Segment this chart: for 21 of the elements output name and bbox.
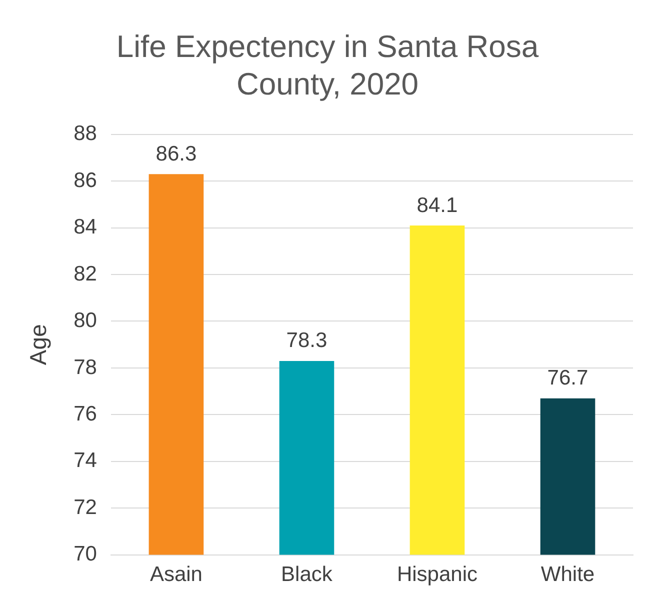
x-tick-label: White xyxy=(540,563,595,586)
y-tick-label: 76 xyxy=(74,402,97,426)
y-tick-label: 80 xyxy=(74,309,97,332)
y-tick-label: 72 xyxy=(74,496,97,519)
data-label: 78.3 xyxy=(286,329,328,352)
data-label: 76.7 xyxy=(547,366,588,390)
data-label: 84.1 xyxy=(416,194,458,217)
y-tick-label: 82 xyxy=(74,262,97,286)
y-tick-label: 74 xyxy=(74,449,98,472)
x-tick-label: Asain xyxy=(150,563,202,586)
y-tick-label: 86 xyxy=(74,168,97,192)
x-tick-label: Black xyxy=(281,563,333,586)
y-tick-label: 78 xyxy=(74,356,97,379)
y-axis-title: Age xyxy=(25,324,52,366)
y-tick-label: 88 xyxy=(74,122,97,146)
x-tick-label: Hispanic xyxy=(396,563,478,586)
y-tick-label: 70 xyxy=(74,542,97,566)
text: Life Expectency in Santa Rosa xyxy=(116,29,539,64)
y-tick-label: 84 xyxy=(74,216,98,239)
data-label: 86.3 xyxy=(156,142,197,166)
text: County, 2020 xyxy=(236,66,419,102)
